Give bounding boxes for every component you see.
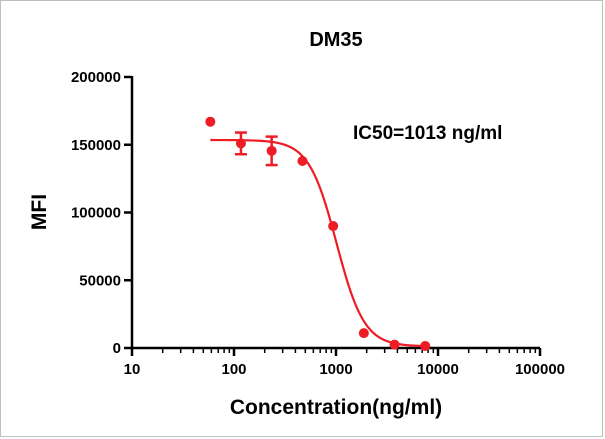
data-point: [297, 156, 308, 167]
y-tick-label: 50000: [79, 272, 121, 289]
fit-curve: [210, 138, 426, 348]
x-tick-label: 100: [221, 361, 246, 378]
y-tick-label: 0: [113, 340, 121, 357]
chart-title: DM35: [309, 29, 362, 51]
y-axis-label: MFI: [28, 194, 51, 230]
x-tick-label: 10000: [417, 361, 459, 378]
x-tick-label: 1000: [319, 361, 352, 378]
x-tick-label: 100000: [515, 361, 565, 378]
data-point: [266, 145, 277, 156]
data-point: [328, 221, 339, 232]
data-point: [420, 340, 431, 351]
data-point: [205, 116, 216, 127]
y-tick-label: 100000: [71, 205, 121, 222]
y-tick-label: 150000: [71, 137, 121, 154]
ic50-annotation: IC50=1013 ng/ml: [353, 123, 502, 144]
y-tick-label: 200000: [71, 69, 121, 86]
x-tick-label: 10: [124, 361, 141, 378]
data-point: [358, 328, 369, 339]
data-point: [235, 138, 246, 149]
data-point: [389, 339, 400, 350]
x-axis-label: Concentration(ng/ml): [230, 396, 442, 419]
